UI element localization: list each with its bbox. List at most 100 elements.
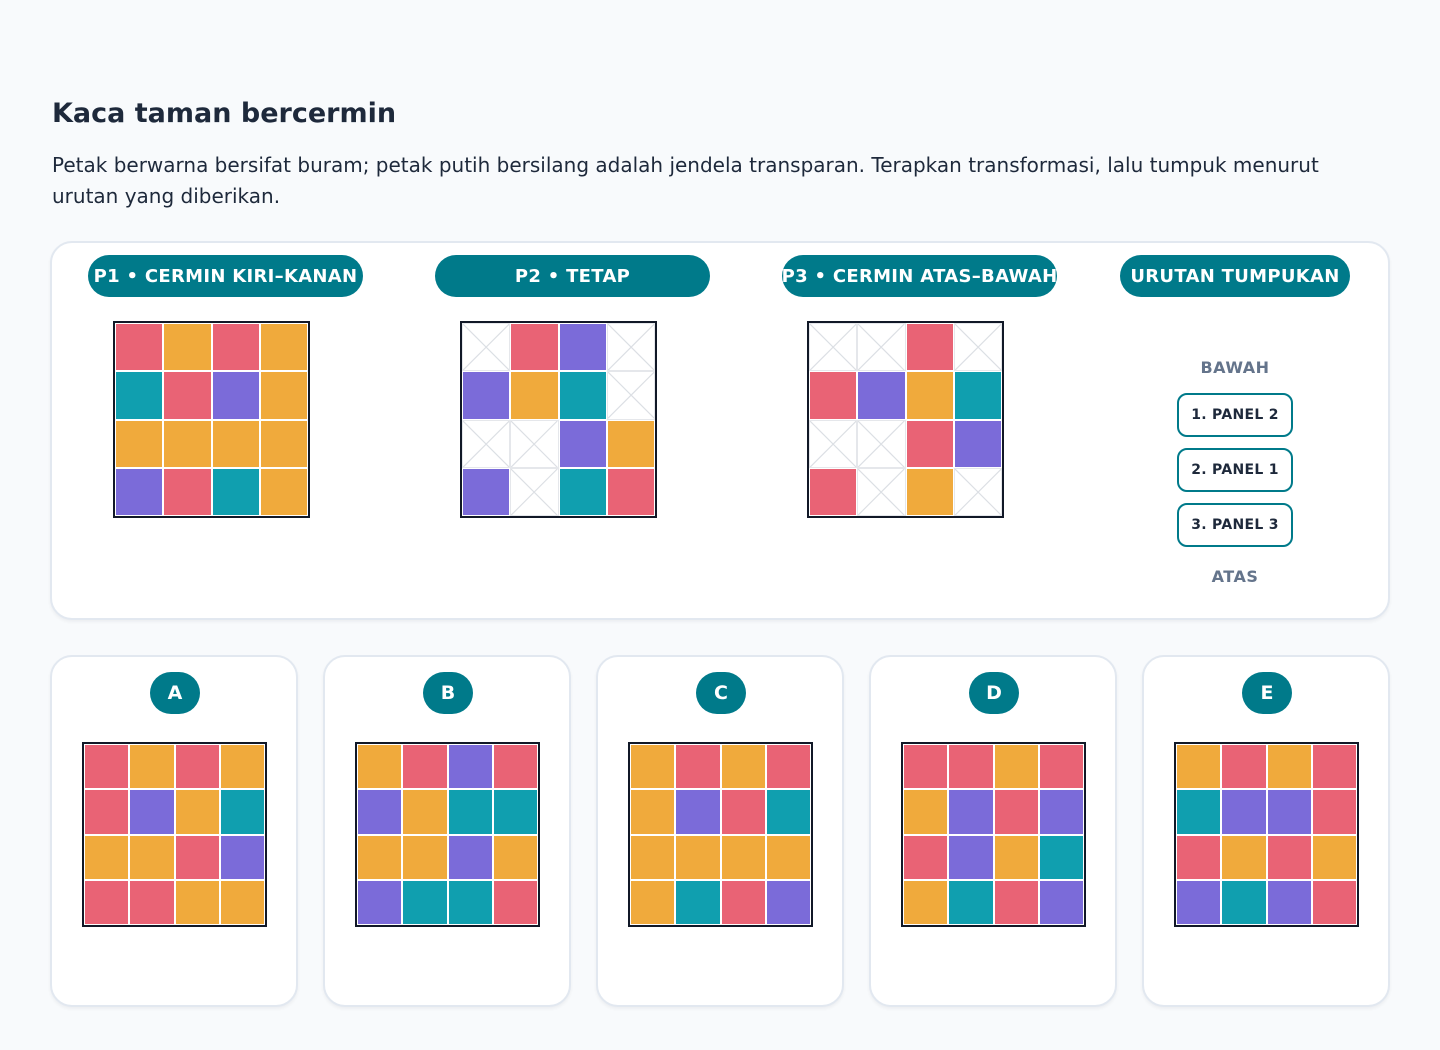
cell-orange bbox=[720, 834, 766, 880]
stack-item-3: 3. PANEL 3 bbox=[1177, 503, 1293, 547]
cell-orange bbox=[163, 323, 212, 372]
cell-coral bbox=[1311, 744, 1357, 790]
cell-purple bbox=[211, 371, 260, 420]
cell-coral bbox=[1221, 744, 1267, 790]
cell-orange bbox=[129, 834, 175, 880]
option-badge: B bbox=[423, 672, 473, 714]
cell-purple bbox=[1266, 879, 1312, 925]
cell-coral bbox=[211, 323, 260, 372]
cell-teal bbox=[953, 371, 1002, 420]
cell-orange bbox=[211, 419, 260, 468]
cross-icon bbox=[858, 468, 905, 515]
panel-3-label: P3 • CERMIN ATAS–BAWAH bbox=[782, 255, 1057, 297]
cell-purple bbox=[219, 834, 265, 880]
cell-coral bbox=[720, 879, 766, 925]
stack-top-label: ATAS bbox=[1211, 567, 1259, 586]
cell-coral bbox=[84, 879, 130, 925]
cell-purple bbox=[462, 467, 511, 516]
cell-orange bbox=[129, 744, 175, 790]
cell-orange bbox=[903, 879, 949, 925]
cell-purple bbox=[1038, 789, 1084, 835]
cell-orange bbox=[402, 789, 448, 835]
cross-icon bbox=[607, 324, 654, 371]
cell-purple bbox=[675, 789, 721, 835]
option-grid bbox=[628, 742, 813, 927]
cell-orange bbox=[259, 467, 308, 516]
cell-coral bbox=[765, 744, 811, 790]
cell-coral bbox=[174, 744, 220, 790]
cell-window bbox=[606, 323, 655, 372]
cell-coral bbox=[174, 834, 220, 880]
cell-coral bbox=[163, 371, 212, 420]
cell-orange bbox=[84, 834, 130, 880]
option-card-e[interactable]: E bbox=[1142, 655, 1390, 1007]
cell-orange bbox=[675, 834, 721, 880]
panel-1-label: P1 • CERMIN KIRI–KANAN bbox=[88, 255, 363, 297]
option-card-d[interactable]: D bbox=[869, 655, 1117, 1007]
cell-purple bbox=[447, 834, 493, 880]
cell-purple bbox=[857, 371, 906, 420]
cell-coral bbox=[492, 744, 538, 790]
cell-orange bbox=[993, 834, 1039, 880]
cell-purple bbox=[462, 371, 511, 420]
cross-icon bbox=[954, 468, 1001, 515]
cross-icon bbox=[858, 324, 905, 371]
instructions-text: Petak berwarna bersifat buram; petak put… bbox=[52, 153, 1319, 208]
option-badge: C bbox=[696, 672, 746, 714]
cell-purple bbox=[357, 879, 403, 925]
cell-teal bbox=[402, 879, 448, 925]
cell-coral bbox=[402, 744, 448, 790]
cell-teal bbox=[765, 789, 811, 835]
cell-orange bbox=[259, 371, 308, 420]
cell-orange bbox=[630, 879, 676, 925]
cell-purple bbox=[1176, 879, 1222, 925]
cell-coral bbox=[903, 744, 949, 790]
cell-teal bbox=[115, 371, 164, 420]
cell-teal bbox=[492, 789, 538, 835]
option-grid bbox=[1174, 742, 1359, 927]
cell-coral bbox=[809, 467, 858, 516]
cell-window bbox=[857, 467, 906, 516]
cell-purple bbox=[447, 744, 493, 790]
cell-coral bbox=[115, 323, 164, 372]
stack-order-label: URUTAN TUMPUKAN bbox=[1120, 255, 1350, 297]
cell-purple bbox=[558, 419, 607, 468]
cell-orange bbox=[163, 419, 212, 468]
cell-purple bbox=[115, 467, 164, 516]
stack-item-1: 1. PANEL 2 bbox=[1177, 393, 1293, 437]
option-grid bbox=[901, 742, 1086, 927]
option-card-c[interactable]: C bbox=[596, 655, 844, 1007]
cell-teal bbox=[558, 467, 607, 516]
option-card-a[interactable]: A bbox=[50, 655, 298, 1007]
cell-teal bbox=[447, 879, 493, 925]
option-grid bbox=[82, 742, 267, 927]
cell-purple bbox=[948, 834, 994, 880]
cell-teal bbox=[1038, 834, 1084, 880]
cell-window bbox=[462, 419, 511, 468]
option-card-b[interactable]: B bbox=[323, 655, 571, 1007]
cell-orange bbox=[903, 789, 949, 835]
stack-bottom-label: BAWAH bbox=[1200, 358, 1270, 377]
cell-coral bbox=[809, 371, 858, 420]
cell-teal bbox=[1221, 879, 1267, 925]
cell-purple bbox=[558, 323, 607, 372]
option-badge: A bbox=[150, 672, 200, 714]
cell-coral bbox=[993, 789, 1039, 835]
cell-window bbox=[953, 467, 1002, 516]
cell-purple bbox=[357, 789, 403, 835]
cell-coral bbox=[84, 789, 130, 835]
cell-coral bbox=[1311, 789, 1357, 835]
cell-coral bbox=[948, 744, 994, 790]
cell-coral bbox=[903, 834, 949, 880]
cell-purple bbox=[1221, 789, 1267, 835]
cell-orange bbox=[630, 744, 676, 790]
cell-window bbox=[510, 467, 559, 516]
cell-window bbox=[953, 323, 1002, 372]
cell-coral bbox=[492, 879, 538, 925]
cell-purple bbox=[129, 789, 175, 835]
cell-purple bbox=[1038, 879, 1084, 925]
cell-orange bbox=[720, 744, 766, 790]
cross-icon bbox=[954, 324, 1001, 371]
cell-coral bbox=[905, 419, 954, 468]
panel-2-grid bbox=[460, 321, 657, 518]
